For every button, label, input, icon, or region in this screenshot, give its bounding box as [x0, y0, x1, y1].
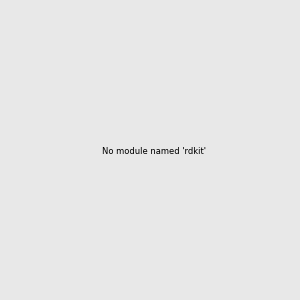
- Text: No module named 'rdkit': No module named 'rdkit': [102, 147, 206, 156]
